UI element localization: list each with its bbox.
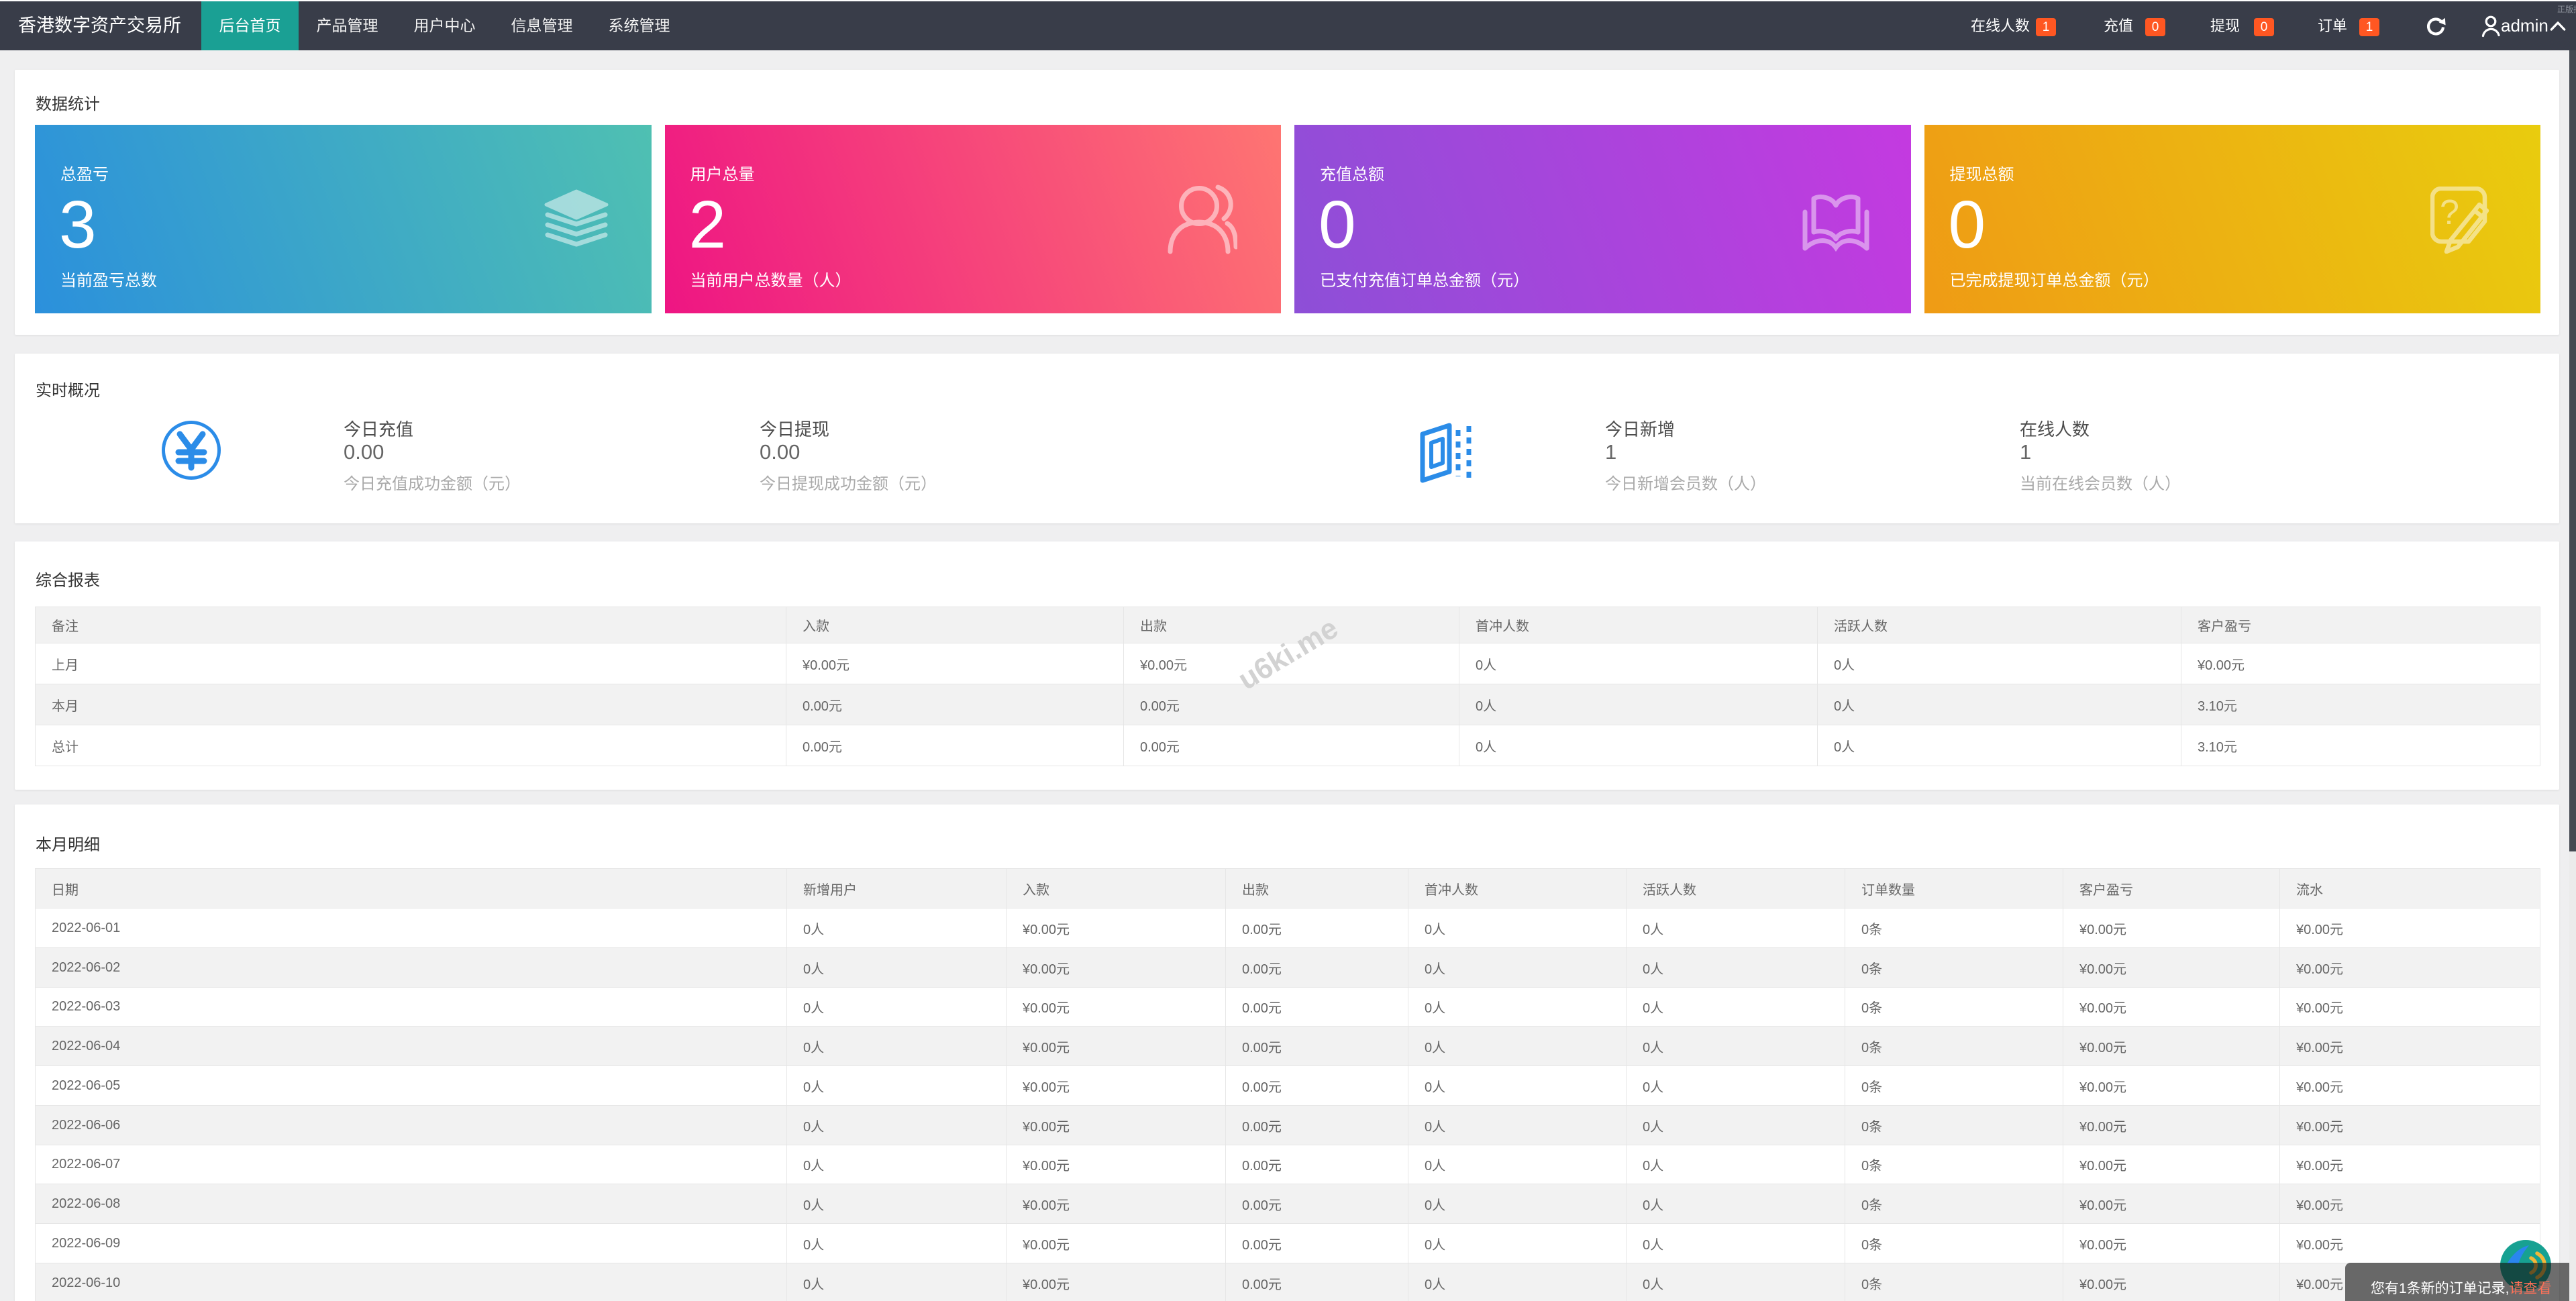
svg-text:?: ?: [2440, 193, 2459, 232]
